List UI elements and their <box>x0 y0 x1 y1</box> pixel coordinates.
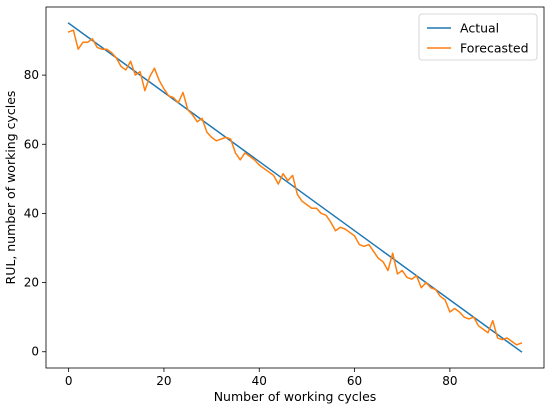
y-tick-label: 20 <box>24 276 39 290</box>
legend-label-forecasted: Forecasted <box>460 41 529 56</box>
x-tick-label: 80 <box>442 374 457 388</box>
series-line-forecasted <box>67 29 523 346</box>
legend-label-actual: Actual <box>460 21 499 36</box>
plot-area <box>67 22 523 353</box>
axes: 0 20 40 60 80 0 20 40 60 80 <box>24 6 545 388</box>
y-tick-label: 80 <box>24 68 39 82</box>
x-tick-label: 0 <box>65 374 73 388</box>
y-tick-label: 40 <box>24 206 39 220</box>
x-tick-label: 40 <box>252 374 267 388</box>
x-tick-label: 60 <box>347 374 362 388</box>
x-axis-label: Number of working cycles <box>214 389 377 404</box>
y-axis-label: RUL, number of working cycles <box>3 91 18 285</box>
legend: Actual Forecasted <box>418 13 538 61</box>
x-tick-label: 20 <box>156 374 171 388</box>
y-tick-label: 60 <box>24 137 39 151</box>
axes-frame <box>45 6 545 369</box>
y-tick-label: 0 <box>31 345 39 359</box>
